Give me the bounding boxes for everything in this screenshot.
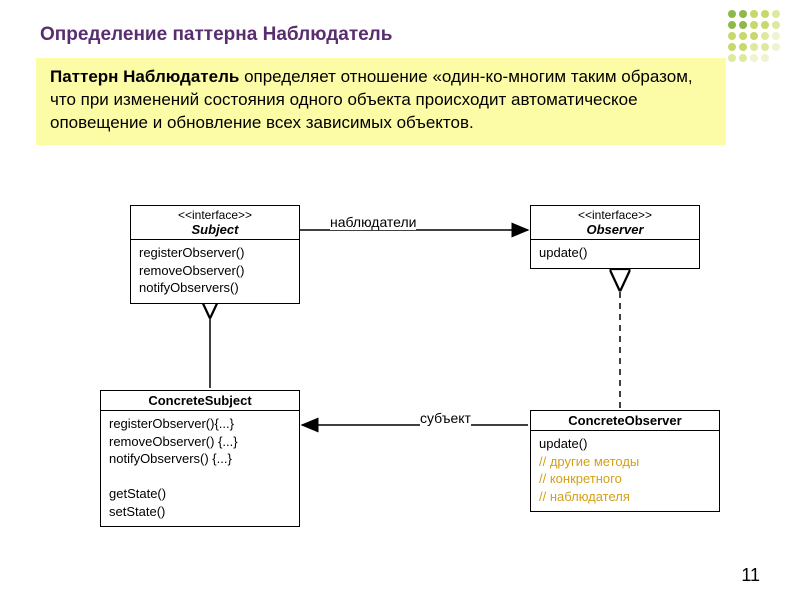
subject-stereotype: <<interface>> [137,208,293,222]
uml-observer: <<interface>> Observer update() [530,205,700,269]
concrete-subject-name: ConcreteSubject [107,393,293,408]
uml-concrete-subject: ConcreteSubject registerObserver(){...} … [100,390,300,527]
uml-diagram: <<interface>> Subject registerObserver()… [0,200,800,600]
observer-name: Observer [537,222,693,237]
label-observers: наблюдатели [330,214,416,230]
concrete-observer-name: ConcreteObserver [537,413,713,428]
label-subject: субъект [420,410,471,426]
observer-methods: update() [531,240,699,268]
page-title: Определение паттерна Наблюдатель [40,24,392,46]
uml-subject: <<interface>> Subject registerObserver()… [130,205,300,304]
page-number: 11 [741,565,760,586]
observer-stereotype: <<interface>> [537,208,693,222]
subject-name: Subject [137,222,293,237]
subject-methods: registerObserver() removeObserver() noti… [131,240,299,303]
uml-concrete-observer: ConcreteObserver update() // другие мето… [530,410,720,512]
decorative-dot-grid [728,10,780,62]
concrete-subject-methods: registerObserver(){...} removeObserver()… [101,411,299,526]
concrete-observer-methods: update() // другие методы // конкретного… [531,431,719,511]
definition-box: Паттерн Наблюдатель определяет отношение… [36,58,726,145]
definition-term: Паттерн Наблюдатель [50,67,239,86]
